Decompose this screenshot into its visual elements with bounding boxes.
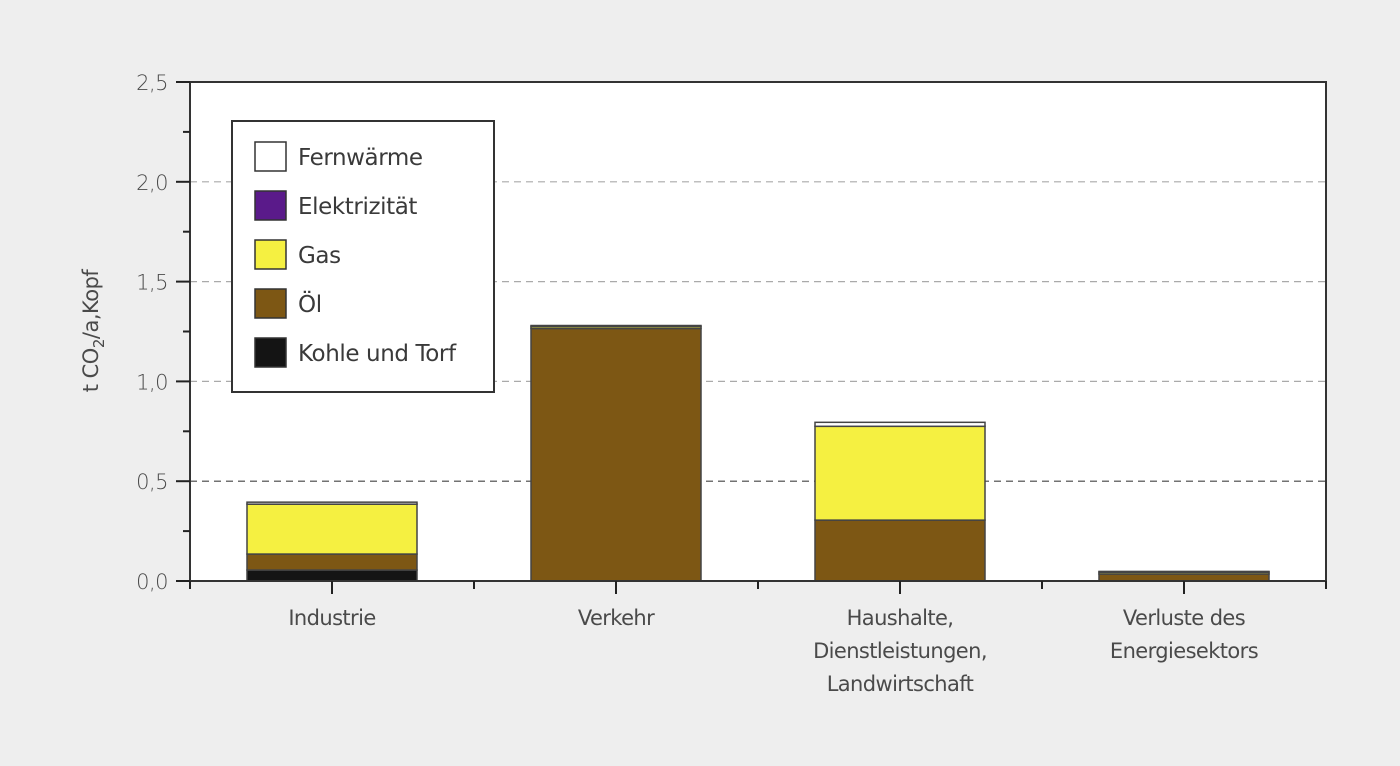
legend-item: Gas: [254, 239, 341, 270]
y-tick-label: 0,5: [136, 470, 168, 494]
legend-swatch: [254, 239, 287, 270]
bar-segment-fernwärme: [1098, 570, 1270, 574]
legend-swatch: [254, 288, 287, 319]
bar-segment-öl: [246, 553, 418, 571]
bar-segment-gas: [814, 425, 986, 521]
bar-stack: [530, 324, 702, 582]
y-tick-label: 0,0: [136, 570, 168, 594]
gridlines: [190, 181, 1326, 482]
bar-segment-fernwärme: [246, 501, 418, 505]
x-category-label: Energiesektors: [1110, 639, 1258, 663]
bars: [246, 324, 1270, 582]
legend-swatch: [254, 337, 287, 368]
legend-label: Elektrizität: [298, 194, 417, 220]
x-category-label: Dienstleistungen,: [813, 639, 987, 663]
bar-segment-fernwärme: [814, 421, 986, 428]
y-tick-label: 2,0: [136, 171, 168, 195]
legend-label: Gas: [298, 243, 341, 269]
y-tick-label: 1,0: [136, 370, 168, 394]
legend-item: Elektrizität: [254, 190, 418, 221]
x-category-label: Haushalte,: [847, 606, 954, 630]
x-category-label: Verkehr: [578, 606, 655, 630]
legend-item: Fernwärme: [254, 141, 423, 172]
x-category-label: Verluste des: [1123, 606, 1245, 630]
legend-label: Kohle und Torf: [298, 341, 457, 367]
y-tick-label: 2,5: [136, 71, 168, 95]
legend: Fernwärme Elektrizität Gas Öl Kohle und Torf: [231, 120, 495, 393]
x-category-label: Industrie: [288, 606, 375, 630]
bar-stack: [814, 421, 986, 582]
x-category-label: Landwirtschaft: [827, 672, 974, 696]
legend-swatch: [254, 190, 287, 221]
y-tick-label: 1,5: [136, 271, 168, 295]
y-axis-label: t CO2/a,Kopf: [79, 269, 108, 393]
y-axis: 0,0 0,5 1,0 1,5 2,0 2,5: [136, 71, 190, 594]
bar-segment-gas: [246, 503, 418, 555]
legend-item: Öl: [254, 288, 322, 319]
legend-swatch: [254, 141, 287, 172]
bar-segment-öl: [530, 327, 702, 582]
bar-segment-öl: [814, 519, 986, 582]
bar-segment-öl: [1098, 573, 1270, 582]
bar-stack: [1098, 570, 1270, 582]
legend-item: Kohle und Torf: [254, 337, 457, 368]
x-axis: Industrie Verkehr Haushalte, Dienstleistung…: [189, 581, 1327, 696]
bar-segment-kohle-und-torf: [246, 569, 418, 582]
bar-segment-fernwärme: [530, 324, 702, 328]
legend-label: Fernwärme: [298, 145, 423, 171]
bar-stack: [246, 501, 418, 582]
legend-label: Öl: [298, 290, 322, 318]
